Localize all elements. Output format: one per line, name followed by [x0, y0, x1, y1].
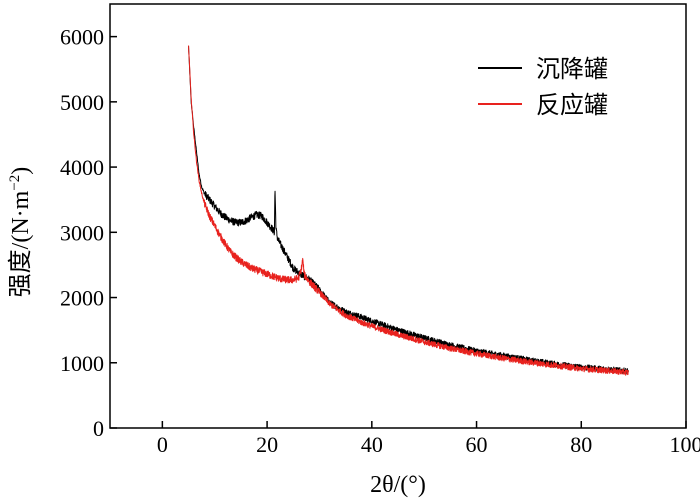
- y-tick-label-1000: 1000: [60, 351, 104, 376]
- y-tick-label-3000: 3000: [60, 220, 104, 245]
- x-axis-label: 2θ/(°): [370, 472, 426, 498]
- x-tick-label-60: 60: [466, 432, 488, 457]
- y-tick-label-5000: 5000: [60, 90, 104, 115]
- x-tick-label-40: 40: [361, 432, 383, 457]
- x-tick-label-80: 80: [570, 432, 592, 457]
- y-tick-label-2000: 2000: [60, 286, 104, 311]
- y-tick-label-6000: 6000: [60, 25, 104, 50]
- legend-label-sedimentation-tank: 沉降罐: [536, 55, 608, 83]
- x-tick-label-100: 100: [670, 432, 700, 457]
- x-tick-label-0: 0: [157, 432, 168, 457]
- plot-frame: [109, 3, 687, 429]
- y-axis-label-exponent: −2: [7, 175, 23, 191]
- series-layer: [188, 45, 629, 376]
- legend-label-reaction-tank: 反应罐: [536, 91, 608, 119]
- y-axis-label: 强度/(N·m−2): [7, 167, 34, 298]
- legend: 沉降罐 反应罐: [478, 55, 608, 119]
- y-axis-label-close: ): [8, 167, 34, 175]
- y-axis-label-main: 强度/(N·m: [7, 190, 34, 297]
- x-tick-label-20: 20: [256, 432, 278, 457]
- series-line-2: [188, 45, 629, 376]
- y-tick-label-0: 0: [93, 416, 104, 441]
- y-tick-label-4000: 4000: [60, 155, 104, 180]
